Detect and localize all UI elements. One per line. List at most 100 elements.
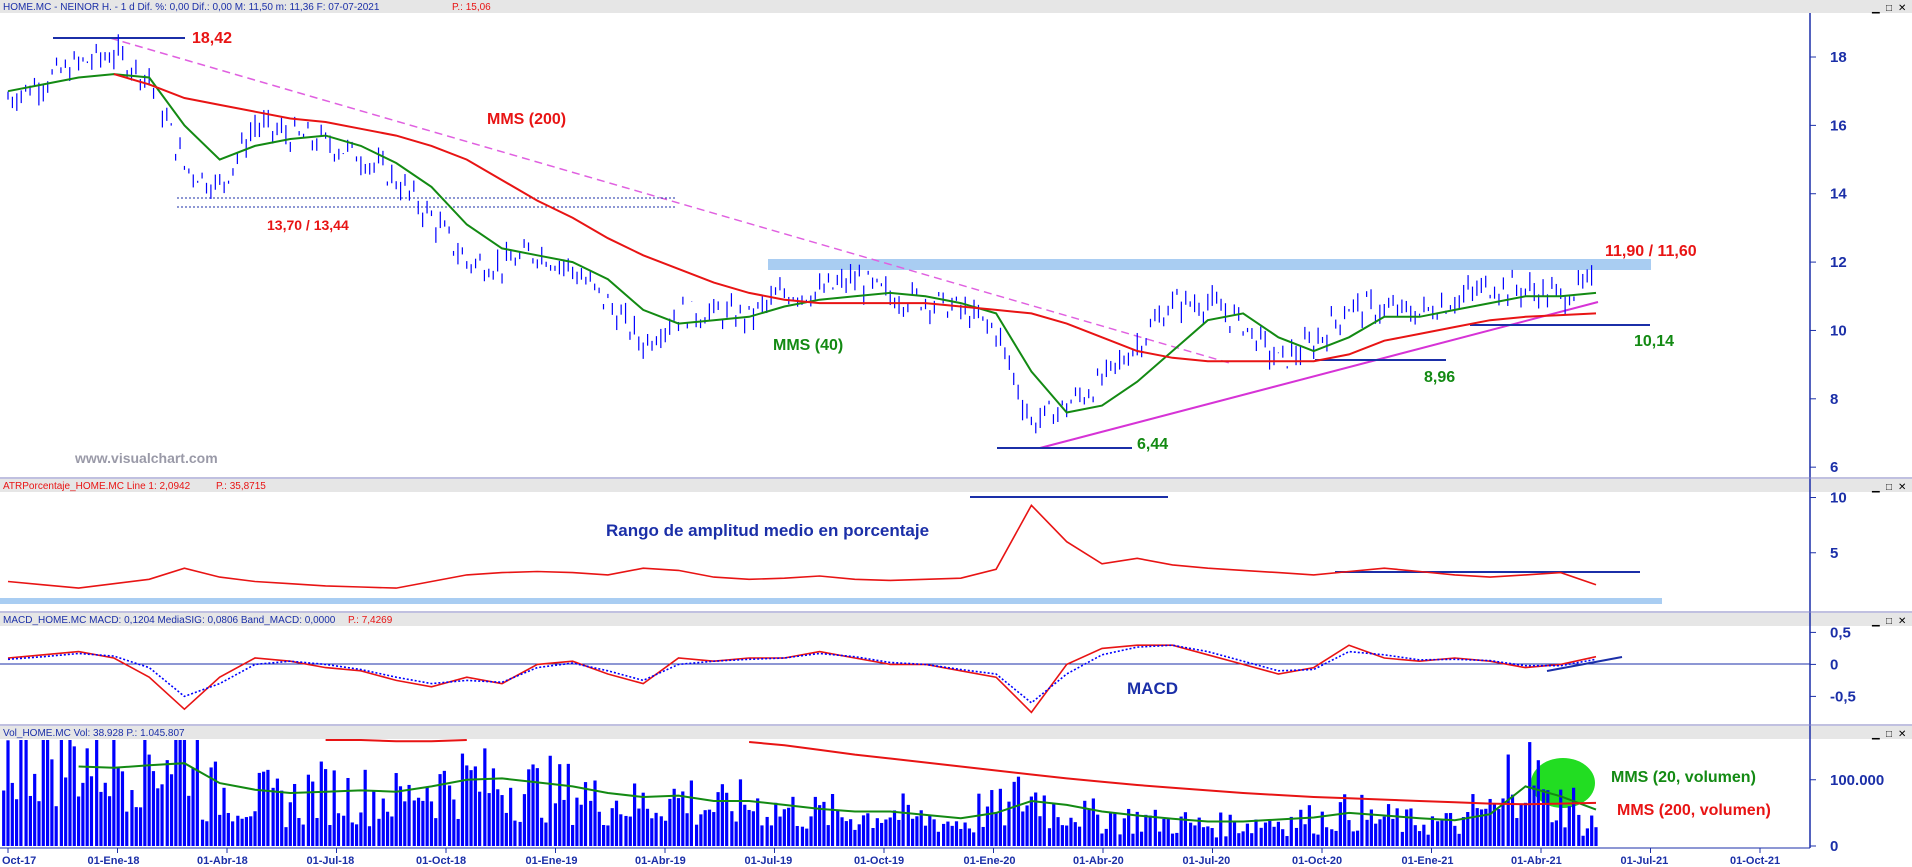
volume-bar [527,769,531,846]
close-icon[interactable]: ✕ [1898,482,1906,493]
volume-bar [1029,796,1033,846]
volume-bar [1268,820,1272,846]
volume-bar [354,824,359,846]
volume-bar [1360,794,1364,846]
minimize-icon[interactable]: ▁ [1871,482,1880,493]
atrporcentaje-line [7,503,1597,589]
volume-bar [1585,828,1589,846]
maximize-icon[interactable]: □ [1886,729,1892,740]
volume-bar [460,753,465,846]
volume-bar [1590,815,1594,846]
minimize-icon[interactable]: ▁ [1871,616,1880,627]
atr-panel-header-p: P.: 35,8715 [216,481,266,492]
volume-bar [390,816,394,846]
window-buttons[interactable]: ▁ □ ✕ ▁ □ ✕ ▁ □ ✕ ▁ □ ✕ [1871,3,1906,740]
volume-bar [1175,832,1179,846]
y-tick-label: 0 [1830,656,1838,673]
volume-bar [19,740,23,846]
volume-bar [1338,802,1342,846]
volume-bar [1581,835,1585,846]
volume-bar [1395,808,1399,846]
volume-bar [888,817,892,846]
volume-bar [778,816,782,846]
volume-bar [1400,831,1404,846]
volume-bar [756,798,760,846]
volume-bar [1148,815,1152,846]
volume-bar [1214,837,1219,846]
volume-bar [15,799,19,846]
volume-bar [1461,817,1466,846]
macd-line [7,644,1597,714]
volume-bar [809,816,813,846]
volume-bar [1312,833,1316,846]
x-tick-label: 01-Ene-21 [1402,855,1454,867]
volume-bar [857,824,861,846]
volume-bar [1546,790,1550,846]
volume-bar [262,771,266,846]
volume-bar [606,825,610,846]
volume-bar [240,818,244,846]
volume-bar [465,765,469,846]
x-tick-label: 01-Abr-19 [635,855,686,867]
x-tick-label: 01-Oct-18 [416,855,466,867]
volume-bar [1430,816,1435,846]
volume-bar [1457,833,1461,846]
volume-bar [685,813,689,846]
volume-bar [619,814,623,846]
volume-bar [1466,812,1470,846]
volume-bar [880,822,884,846]
volume-bar [469,770,473,846]
close-icon[interactable]: ✕ [1898,616,1906,627]
volume-bar [1563,827,1567,846]
close-icon[interactable]: ✕ [1898,729,1906,740]
maximize-icon[interactable]: □ [1886,3,1892,14]
volume-bar [963,822,967,846]
volume-bar [1052,803,1056,846]
volume-bar [1334,830,1338,846]
vol-mms20-label: MMS (20, volumen) [1611,769,1756,786]
volume-bar [1351,831,1355,846]
volume-bar [518,821,522,846]
volume-bar [593,780,597,846]
volume-bar [147,754,151,846]
volume-bar [1254,819,1258,846]
atr-base-band [0,598,1662,604]
volume-bar [1263,822,1268,846]
x-tick-label: 01-Jul-18 [307,855,355,867]
volume-bar [1091,798,1095,846]
volume-bar [297,818,301,846]
volume-bar [346,777,350,846]
volume-bar [1153,809,1157,846]
volume-bar [509,787,513,846]
volume-bar [1228,814,1232,846]
volume-bar [911,818,915,846]
volume-bar [919,810,923,846]
volume-bar [813,796,817,846]
volume-bar [967,828,971,846]
close-icon[interactable]: ✕ [1898,3,1906,14]
volume-bar [1369,809,1373,846]
y-tick-label: 6 [1830,459,1838,476]
mms-40-line [7,73,1597,414]
volume-bar [1405,809,1409,846]
volume-bar [377,818,381,846]
volume-bar [103,782,107,846]
volume-bar [288,802,292,846]
volume-bar [1519,803,1523,846]
volume-bar [1012,781,1016,846]
volume-bar [28,795,32,846]
volume-bar [1219,812,1223,846]
volume-bar [1100,833,1104,846]
maximize-icon[interactable]: □ [1886,616,1892,627]
volume-bar [1448,812,1453,846]
volume-bar [553,803,558,846]
volume-bar [253,811,257,846]
minimize-icon[interactable]: ▁ [1871,3,1880,14]
volume-bar [743,804,747,846]
volume-bar [712,812,716,846]
maximize-icon[interactable]: □ [1886,482,1892,493]
minimize-icon[interactable]: ▁ [1871,729,1880,740]
volume-bar [487,793,491,846]
x-tick-label: 01-Oct-20 [1292,855,1342,867]
volume-bar [473,766,477,846]
